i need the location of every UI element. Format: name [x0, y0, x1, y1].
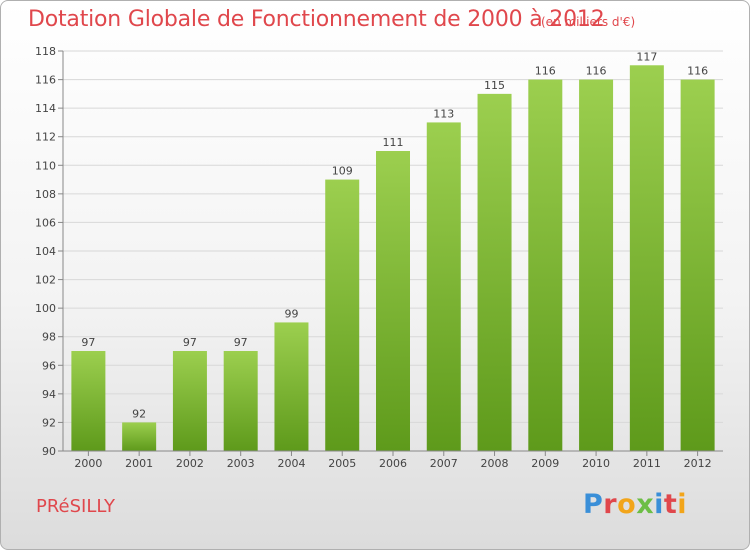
- bar: [680, 79, 715, 452]
- x-tick-label: 2007: [430, 457, 458, 470]
- data-label: 111: [383, 136, 404, 149]
- y-tick-label: 108: [35, 188, 56, 201]
- data-label: 113: [433, 107, 454, 120]
- bar: [376, 151, 410, 451]
- y-tick-label: 94: [42, 388, 56, 401]
- y-tick-label: 104: [35, 245, 56, 258]
- y-tick-label: 90: [42, 445, 56, 458]
- y-tick-label: 106: [35, 216, 56, 229]
- bar: [274, 322, 309, 451]
- data-label: 115: [484, 79, 505, 92]
- x-tick-label: 2002: [176, 457, 204, 470]
- data-label: 92: [132, 407, 146, 420]
- y-tick-label: 100: [35, 302, 56, 315]
- chart-title: Dotation Globale de Fonctionnement de 20…: [28, 7, 605, 32]
- bar: [172, 351, 207, 451]
- bar: [629, 65, 664, 452]
- x-tick-label: 2012: [684, 457, 712, 470]
- x-tick-label: 2000: [74, 457, 102, 470]
- data-label: 117: [636, 50, 657, 63]
- bar: [71, 351, 106, 451]
- x-tick-label: 2011: [633, 457, 661, 470]
- y-tick-label: 92: [42, 416, 56, 429]
- data-label: 116: [535, 65, 556, 78]
- data-label: 116: [687, 65, 708, 78]
- bars: 97 92 97 97 99 109 111 113 115 116 116 117 116: [71, 50, 715, 452]
- x-tick-label: 2001: [125, 457, 153, 470]
- bar: [325, 179, 360, 452]
- bar: [426, 122, 461, 451]
- y-tick-label: 118: [35, 45, 56, 58]
- bar: [579, 79, 614, 452]
- data-label: 97: [183, 336, 197, 349]
- x-tick-label: 2008: [481, 457, 509, 470]
- x-tick-label: 2005: [328, 457, 356, 470]
- data-label: 97: [81, 336, 95, 349]
- data-label: 97: [234, 336, 248, 349]
- y-tick-label: 116: [35, 74, 56, 87]
- x-tick-label: 2010: [582, 457, 610, 470]
- logo-letter: r: [603, 489, 618, 520]
- y-tick-label: 96: [42, 359, 56, 372]
- proxiti-logo: Proxiti: [583, 489, 687, 520]
- commune-name: PRéSILLY: [36, 496, 116, 517]
- bar: [477, 93, 512, 451]
- logo-letter: P: [583, 489, 604, 520]
- logo-letter: x: [636, 489, 655, 520]
- data-label: 116: [586, 65, 607, 78]
- logo-letter: t: [663, 489, 678, 520]
- y-tick-label: 98: [42, 331, 56, 344]
- logo-letter: i: [654, 489, 664, 520]
- bar: [528, 79, 563, 452]
- x-tick-label: 2006: [379, 457, 407, 470]
- x-tick-label: 2009: [531, 457, 559, 470]
- y-tick-label: 112: [35, 131, 56, 144]
- logo-letter: o: [617, 489, 637, 520]
- y-tick-label: 114: [35, 102, 56, 115]
- data-label: 99: [284, 307, 298, 320]
- bar: [122, 422, 157, 451]
- y-tick-label: 102: [35, 274, 56, 287]
- x-tick-label: 2003: [227, 457, 255, 470]
- x-tick-label: 2004: [277, 457, 305, 470]
- chart-unit: (en milliers d'€): [541, 15, 636, 29]
- data-label: 109: [332, 165, 353, 178]
- y-tick-label: 110: [35, 159, 56, 172]
- bar: [223, 351, 258, 451]
- logo-letter: i: [677, 489, 688, 520]
- axes: 90 92 94 96 98 100 102 104 106 108 110 112 114 116 118…: [35, 45, 723, 470]
